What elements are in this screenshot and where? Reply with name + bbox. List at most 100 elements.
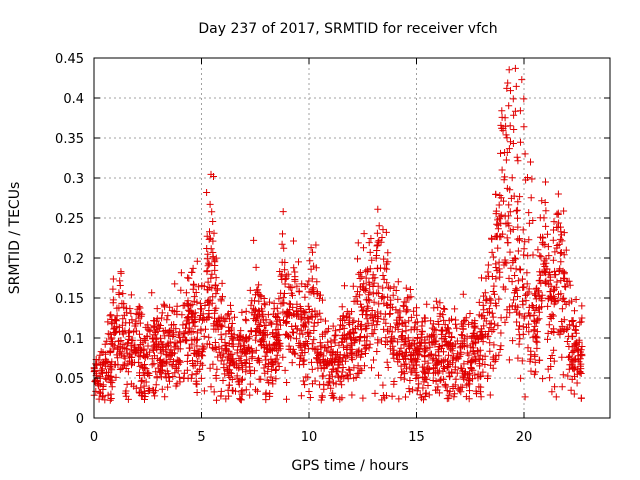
- data-point: [509, 337, 517, 345]
- data-point: [498, 124, 506, 132]
- data-point: [519, 283, 527, 291]
- data-point: [171, 280, 179, 288]
- data-point: [514, 293, 521, 300]
- data-point: [370, 356, 377, 364]
- data-point: [317, 291, 324, 299]
- data-point: [540, 257, 548, 265]
- data-point: [301, 283, 309, 290]
- data-point: [248, 354, 256, 362]
- data-point: [502, 131, 510, 139]
- data-point: [281, 366, 289, 374]
- data-point: [108, 320, 116, 328]
- data-point: [379, 272, 387, 279]
- data-point: [489, 313, 497, 321]
- data-point: [112, 327, 120, 335]
- data-point: [279, 230, 286, 238]
- data-point: [137, 341, 145, 348]
- data-point: [111, 361, 119, 369]
- data-point: [556, 235, 564, 243]
- data-point: [451, 363, 459, 371]
- data-point: [338, 368, 346, 376]
- data-point: [509, 226, 517, 233]
- data-point: [115, 304, 123, 312]
- data-point: [251, 297, 258, 305]
- data-point: [307, 244, 315, 252]
- data-point: [212, 290, 220, 298]
- data-point: [501, 173, 509, 181]
- data-point: [503, 149, 511, 156]
- data-point: [503, 184, 511, 192]
- data-point: [433, 367, 441, 375]
- data-point: [165, 341, 172, 349]
- data-point: [124, 339, 132, 347]
- data-point: [242, 386, 250, 394]
- data-point: [317, 350, 325, 358]
- data-point: [530, 311, 538, 319]
- data-point: [489, 253, 497, 261]
- data-point: [278, 240, 286, 248]
- data-point: [439, 311, 447, 319]
- data-point: [368, 307, 376, 314]
- data-point: [545, 321, 553, 329]
- data-point: [542, 178, 549, 186]
- data-point: [248, 348, 256, 356]
- data-point: [148, 355, 156, 363]
- data-point: [535, 304, 543, 312]
- data-point: [378, 337, 385, 345]
- data-point: [457, 383, 465, 391]
- data-point: [570, 390, 578, 398]
- data-point: [556, 326, 564, 334]
- data-point: [411, 340, 419, 348]
- data-point: [281, 259, 289, 266]
- data-point: [191, 309, 199, 317]
- data-point: [329, 322, 337, 330]
- data-point: [466, 310, 474, 317]
- data-point: [479, 368, 487, 376]
- data-point: [247, 369, 255, 377]
- data-point: [421, 339, 429, 347]
- data-point: [251, 306, 259, 314]
- data-point: [229, 336, 237, 344]
- data-point: [445, 351, 452, 359]
- data-point: [343, 313, 351, 321]
- data-point: [94, 382, 102, 390]
- data-point: [204, 314, 212, 321]
- data-point: [569, 365, 577, 373]
- data-point: [348, 356, 356, 364]
- data-point: [516, 322, 523, 330]
- data-point: [475, 298, 483, 306]
- data-point: [406, 342, 414, 350]
- data-point: [119, 290, 127, 298]
- data-point: [255, 281, 263, 289]
- data-point: [468, 334, 476, 342]
- data-point: [571, 307, 578, 315]
- data-point: [116, 366, 124, 373]
- data-point: [305, 306, 313, 313]
- data-point: [390, 378, 398, 385]
- data-point: [122, 387, 130, 395]
- data-point: [103, 375, 111, 383]
- data-point: [313, 278, 321, 286]
- data-point: [392, 306, 400, 314]
- data-point: [218, 335, 226, 343]
- data-point: [152, 368, 160, 376]
- data-point: [264, 367, 272, 375]
- data-point: [380, 315, 388, 323]
- data-point: [208, 208, 216, 216]
- data-point: [209, 249, 217, 256]
- data-point: [228, 369, 235, 377]
- data-point: [257, 338, 265, 346]
- data-point: [441, 381, 449, 389]
- data-point: [557, 290, 565, 298]
- data-point: [558, 231, 565, 239]
- data-point: [513, 318, 521, 326]
- data-point: [237, 352, 245, 360]
- data-point: [230, 331, 238, 339]
- data-point: [253, 356, 261, 364]
- data-point: [354, 288, 361, 296]
- data-point: [507, 264, 515, 272]
- data-point: [262, 389, 270, 397]
- data-point: [397, 374, 405, 382]
- data-point: [157, 368, 165, 376]
- data-point: [516, 107, 524, 115]
